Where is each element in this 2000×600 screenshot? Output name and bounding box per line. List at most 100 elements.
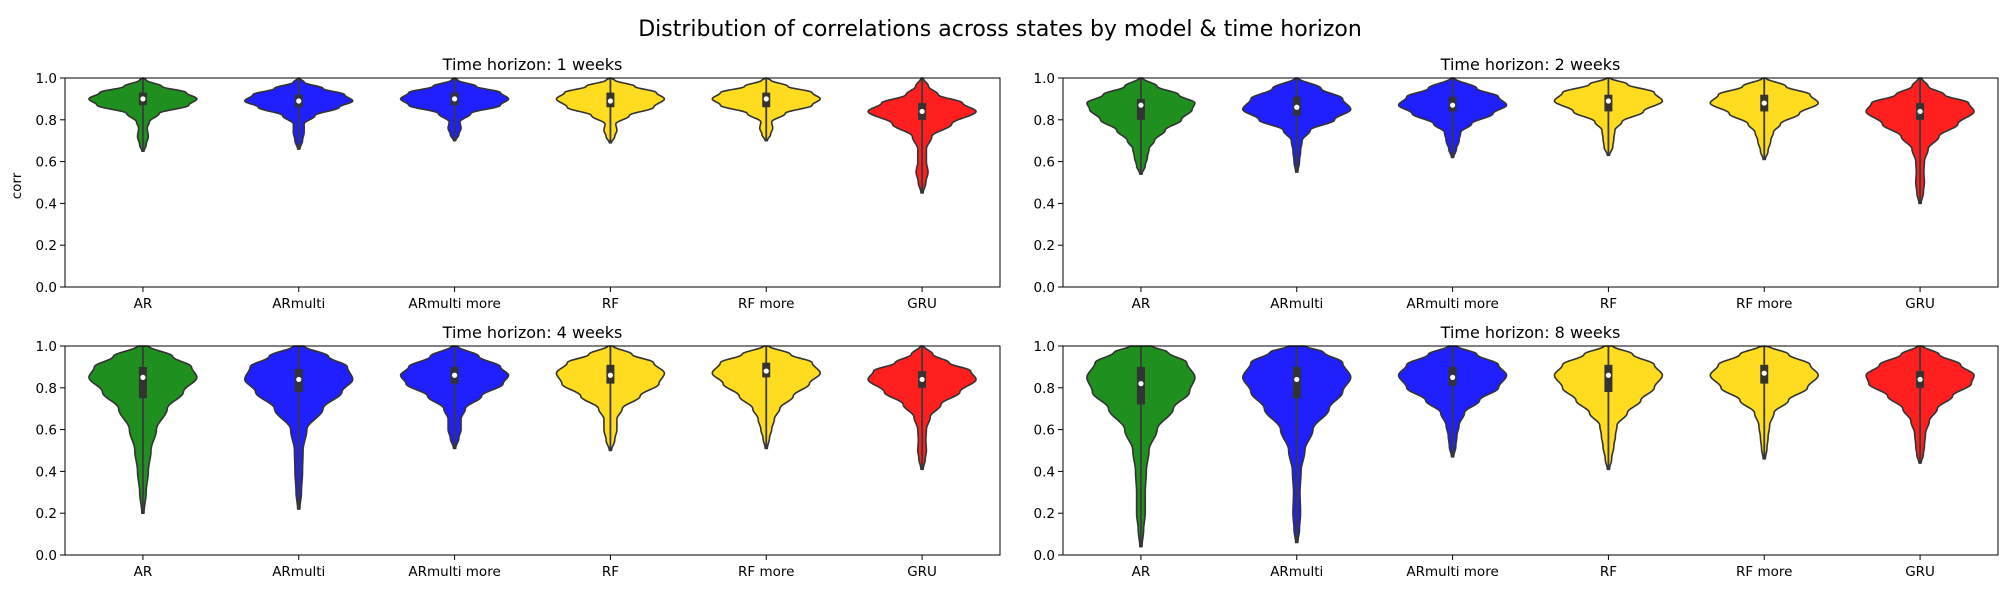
- violin-rf-more: [711, 345, 822, 450]
- violin-median-marker: [1917, 376, 1923, 383]
- y-tick-label: 0.4: [1034, 196, 1055, 212]
- y-tick-label: 0.2: [1034, 506, 1055, 522]
- violin-rf: [1553, 77, 1664, 157]
- x-tick-label: RF more: [738, 296, 794, 312]
- violin-ar: [1086, 345, 1196, 548]
- x-tick-label: AR: [134, 564, 153, 580]
- x-tick-label: GRU: [907, 564, 937, 580]
- y-tick-label: 0.2: [1034, 238, 1055, 254]
- axes-frame: [1062, 77, 1999, 288]
- y-tick-label: 0.8: [1034, 113, 1055, 129]
- x-tick-label: AR: [1132, 564, 1151, 580]
- violin-gru: [1865, 77, 1975, 205]
- violin-rf-more: [711, 77, 822, 142]
- x-tick-label: AR: [134, 296, 153, 312]
- x-tick-label: RF: [1600, 296, 1617, 312]
- panel-4: Time horizon: 8 weeks 0.0 0.2 0.4 0.6 0.8 1.0 A…: [1034, 323, 1999, 580]
- violin-iqr-box: [1136, 98, 1145, 120]
- x-tick-label: RF more: [1736, 296, 1792, 312]
- violin-median-marker: [1294, 104, 1300, 110]
- violin-gru: [1865, 345, 1975, 464]
- violin-median-marker: [1138, 102, 1144, 108]
- y-tick-label: 1.0: [1034, 339, 1055, 355]
- violin-armulti-more: [399, 77, 510, 142]
- x-tick-label: AR: [1132, 296, 1151, 312]
- x-tick-label: GRU: [1905, 564, 1935, 580]
- violin-iqr-box: [1292, 366, 1301, 399]
- figure-suptitle: Distribution of correlations across stat…: [638, 17, 1362, 42]
- y-tick-label: 0.2: [36, 506, 57, 522]
- y-tick-label: 1.0: [36, 71, 57, 87]
- violin-rf-more: [1709, 345, 1820, 460]
- violin-median-marker: [763, 368, 769, 374]
- violin-armulti-more: [399, 345, 510, 450]
- violin-median-marker: [451, 372, 458, 378]
- violin-iqr-box: [1604, 364, 1613, 392]
- violin-median-marker: [451, 96, 458, 102]
- violin-median-marker: [140, 374, 146, 380]
- panel-title: Time horizon: 1 weeks: [442, 55, 623, 74]
- violin-median-marker: [1449, 374, 1456, 380]
- x-tick-label: ARmulti more: [408, 564, 500, 580]
- violin-median-marker: [1917, 108, 1923, 115]
- violin-gru: [867, 77, 977, 194]
- axes-frame: [1062, 345, 1999, 556]
- violin-armulti-more: [1397, 77, 1508, 159]
- x-tick-label: ARmulti: [1270, 296, 1323, 312]
- violin-median-marker: [1761, 370, 1767, 376]
- violin-armulti: [243, 77, 354, 150]
- violin-rf: [555, 345, 666, 452]
- violin-ar: [88, 345, 198, 514]
- x-tick-label: RF more: [1736, 564, 1792, 580]
- y-tick-label: 0.0: [36, 548, 57, 564]
- y-tick-label: 0.6: [1034, 155, 1055, 171]
- violin-median-marker: [296, 98, 302, 104]
- y-tick-label: 0.0: [36, 280, 57, 296]
- y-axis-label: corr: [9, 172, 25, 199]
- panel-title: Time horizon: 8 weeks: [1440, 323, 1621, 342]
- violin-rf: [555, 77, 666, 144]
- y-tick-label: 0.4: [36, 464, 57, 480]
- panel-title: Time horizon: 2 weeks: [1440, 55, 1621, 74]
- violin-armulti: [1241, 345, 1352, 544]
- x-tick-label: ARmulti: [1270, 564, 1323, 580]
- violin-median-marker: [296, 376, 302, 383]
- violin-median-marker: [1449, 102, 1456, 108]
- violin-armulti: [1241, 77, 1352, 173]
- violin-median-marker: [1605, 372, 1612, 378]
- panel-title: Time horizon: 4 weeks: [442, 323, 623, 342]
- x-tick-label: RF: [602, 564, 619, 580]
- violin-median-marker: [140, 96, 146, 102]
- violin-rf: [1553, 345, 1664, 471]
- x-tick-label: RF: [1600, 564, 1617, 580]
- violin-median-marker: [1294, 376, 1300, 383]
- violin-median-marker: [1138, 381, 1144, 387]
- y-tick-label: 0.8: [36, 381, 57, 397]
- violin-median-marker: [1605, 98, 1612, 104]
- x-tick-label: GRU: [907, 296, 937, 312]
- y-tick-label: 0.4: [1034, 464, 1055, 480]
- y-tick-label: 0.6: [1034, 423, 1055, 439]
- panels: Time horizon: 1 weeks 0.0 0.2 0.4 0.6 0.8 1.0 A…: [9, 55, 1999, 580]
- violin-ar: [88, 77, 198, 152]
- panel-2: Time horizon: 2 weeks 0.0 0.2 0.4 0.6 0.8 1.0 A…: [1034, 55, 1999, 312]
- x-tick-label: ARmulti: [272, 564, 325, 580]
- y-tick-label: 0.8: [36, 113, 57, 129]
- axes-frame: [64, 345, 1001, 556]
- x-tick-label: ARmulti: [272, 296, 325, 312]
- violin-ar: [1086, 77, 1196, 175]
- x-tick-label: RF: [602, 296, 619, 312]
- x-tick-label: ARmulti more: [408, 296, 500, 312]
- y-tick-label: 0.2: [36, 238, 57, 254]
- violin-armulti-more: [1397, 345, 1508, 458]
- y-tick-label: 1.0: [36, 339, 57, 355]
- x-tick-label: RF more: [738, 564, 794, 580]
- violin-median-marker: [763, 96, 769, 102]
- violin-median-marker: [607, 98, 614, 104]
- panel-1: Time horizon: 1 weeks 0.0 0.2 0.4 0.6 0.8 1.0 A…: [9, 55, 1001, 312]
- y-tick-label: 0.4: [36, 196, 57, 212]
- x-tick-label: ARmulti more: [1406, 296, 1498, 312]
- violin-median-marker: [1761, 100, 1767, 106]
- y-tick-label: 0.0: [1034, 548, 1055, 564]
